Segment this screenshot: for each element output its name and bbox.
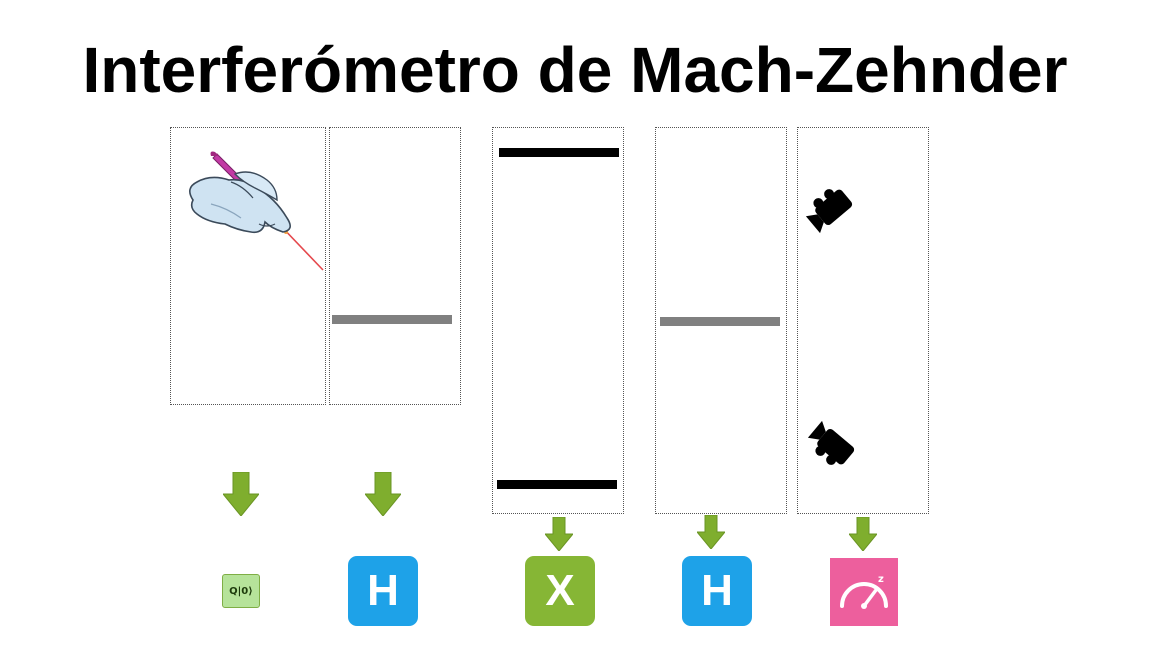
measurement-gauge-icon: z <box>840 574 888 609</box>
down-arrow-icon <box>223 472 259 516</box>
stage-detectors-box <box>797 127 929 514</box>
mirror-top <box>499 148 619 157</box>
down-arrow-icon <box>849 517 877 551</box>
beam-splitter-1 <box>332 315 452 324</box>
mirror-bottom <box>497 480 617 489</box>
beam-splitter-2 <box>660 317 780 326</box>
hadamard-gate-2: H <box>682 556 752 626</box>
down-arrow-icon <box>545 517 573 551</box>
qubit-init-gate: Q|0⟩ <box>222 574 260 608</box>
hadamard-gate-1: H <box>348 556 418 626</box>
stage-laser-box <box>170 127 326 405</box>
stage-beam-splitter-2-box <box>655 127 787 514</box>
stage-beam-splitter-1-box <box>329 127 461 405</box>
page-title: Interferómetro de Mach-Zehnder <box>82 34 1068 106</box>
hand-laser-pointer-icon <box>189 151 324 271</box>
down-arrow-icon <box>697 515 725 549</box>
down-arrow-icon <box>365 472 401 516</box>
camera-detector-icon <box>807 420 855 465</box>
stage-mirrors-box <box>492 127 624 514</box>
camera-detector-icon <box>805 189 853 234</box>
svg-text:z: z <box>878 574 884 585</box>
x-gate: X <box>525 556 595 626</box>
measurement-gate: z <box>830 558 898 626</box>
